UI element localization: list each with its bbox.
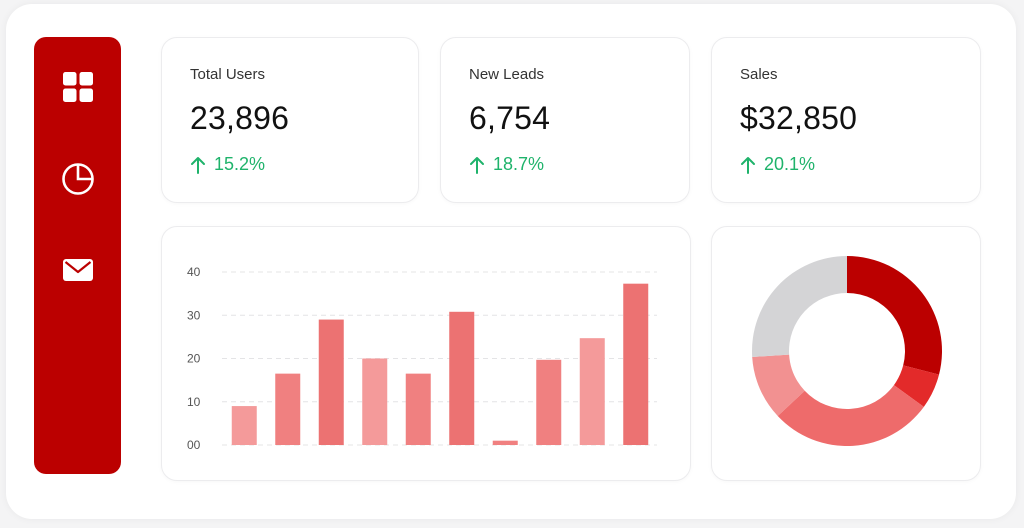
bar[interactable] bbox=[275, 373, 301, 445]
sidebar bbox=[34, 37, 121, 474]
stat-change: 15.2% bbox=[190, 154, 265, 175]
sidebar-item-dashboard[interactable] bbox=[60, 69, 96, 105]
bar[interactable] bbox=[405, 373, 431, 445]
pie-chart-icon bbox=[62, 163, 94, 195]
stat-change-value: 18.7% bbox=[493, 154, 545, 174]
bar[interactable] bbox=[318, 319, 344, 445]
grid-icon bbox=[63, 72, 93, 102]
arrow-up-icon bbox=[191, 156, 205, 174]
donut-slice[interactable] bbox=[777, 385, 924, 446]
stat-value: 23,896 bbox=[190, 100, 290, 136]
donut-chart-card bbox=[711, 226, 981, 481]
stat-value: 6,754 bbox=[469, 100, 551, 136]
donut-chart bbox=[752, 256, 942, 446]
bar[interactable] bbox=[492, 440, 518, 445]
stat-label: New Leads bbox=[469, 66, 545, 83]
donut-slice[interactable] bbox=[752, 354, 805, 417]
stat-change: 20.1% bbox=[740, 154, 815, 175]
mail-icon bbox=[63, 259, 93, 281]
arrow-up-icon bbox=[470, 156, 484, 174]
stat-change-value: 20.1% bbox=[764, 154, 816, 174]
y-tick-label: 40 bbox=[187, 265, 201, 279]
stat-change-value: 15.2% bbox=[214, 154, 266, 174]
y-tick-label: 20 bbox=[187, 352, 201, 366]
sidebar-item-analytics[interactable] bbox=[60, 161, 96, 197]
y-tick-label: 30 bbox=[187, 308, 201, 322]
stat-change: 18.7% bbox=[469, 154, 544, 175]
stat-card-total-users: Total Users 23,896 15.2% bbox=[161, 37, 419, 203]
stat-label: Sales bbox=[740, 66, 778, 83]
stat-card-new-leads: New Leads 6,754 18.7% bbox=[440, 37, 690, 203]
bar[interactable] bbox=[231, 406, 257, 445]
sidebar-item-messages[interactable] bbox=[60, 252, 96, 288]
bar-chart: 00 10 20 30 40 bbox=[187, 265, 657, 452]
stat-value: $32,850 bbox=[740, 100, 858, 136]
bar[interactable] bbox=[536, 359, 562, 445]
y-tick-label: 00 bbox=[187, 438, 201, 452]
arrow-up-icon bbox=[741, 156, 755, 174]
bar[interactable] bbox=[362, 358, 388, 446]
bar[interactable] bbox=[449, 311, 475, 445]
stat-label: Total Users bbox=[190, 66, 266, 83]
y-tick-label: 10 bbox=[187, 395, 201, 409]
donut-slice[interactable] bbox=[847, 256, 942, 375]
bar[interactable] bbox=[579, 338, 605, 445]
donut-slice[interactable] bbox=[752, 256, 847, 357]
bar[interactable] bbox=[623, 283, 649, 445]
donut-slice[interactable] bbox=[893, 365, 940, 407]
stat-card-sales: Sales $32,850 20.1% bbox=[711, 37, 981, 203]
bar-chart-card: 00 10 20 30 40 bbox=[161, 226, 691, 481]
